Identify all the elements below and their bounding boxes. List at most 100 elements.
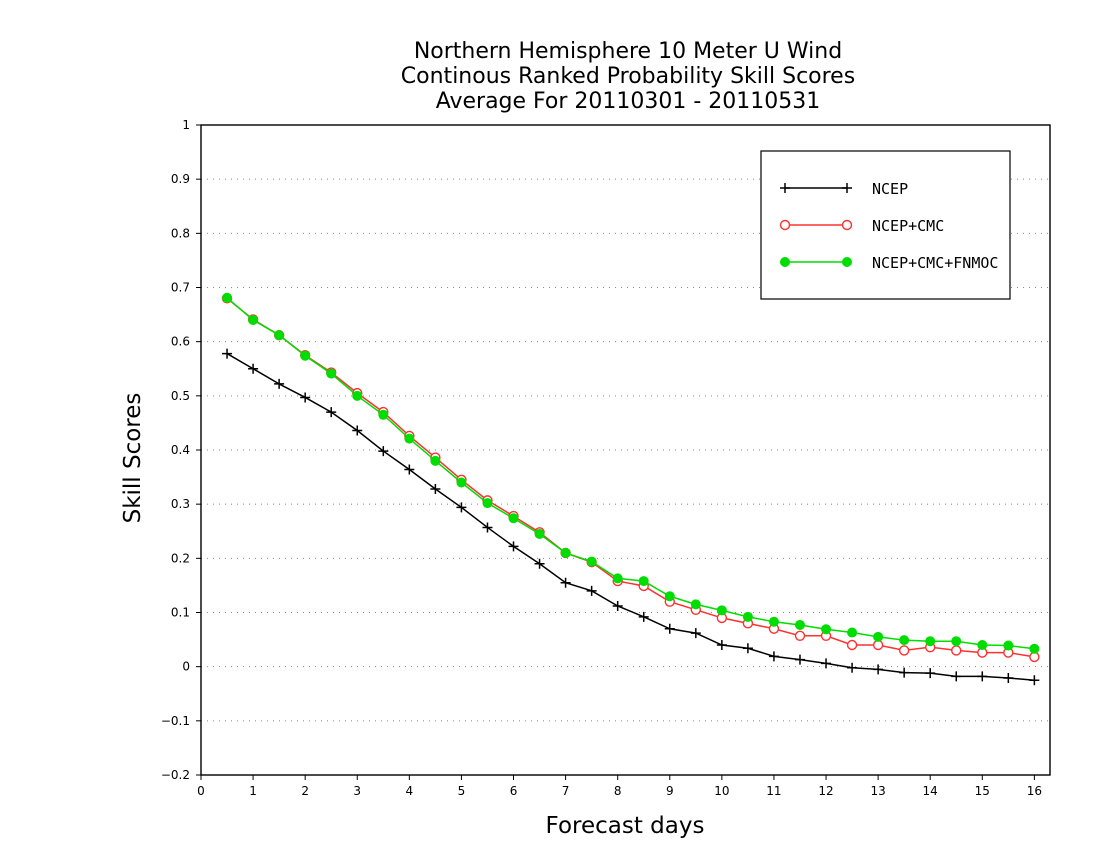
chart-title-line: Average For 20110301 - 20110531 (436, 89, 821, 114)
data-point (456, 502, 467, 513)
x-tick-label: 8 (614, 784, 622, 798)
data-point (977, 640, 988, 650)
data-point (508, 541, 519, 552)
data-point (248, 363, 259, 374)
x-tick-label: 9 (666, 784, 674, 798)
data-point (508, 513, 519, 524)
legend-label: NCEP (872, 180, 908, 198)
data-point (352, 390, 363, 401)
data-point (690, 599, 701, 610)
data-point (482, 498, 493, 509)
y-tick-label: 0.3 (171, 497, 190, 511)
data-point (222, 292, 233, 303)
data-point (780, 257, 790, 267)
data-point (638, 611, 649, 622)
data-point (586, 556, 597, 567)
data-point (378, 409, 389, 420)
data-point (794, 630, 806, 641)
data-point (846, 639, 858, 651)
data-point (951, 671, 962, 682)
data-point (842, 183, 852, 193)
x-tick-label: 4 (406, 784, 414, 798)
y-tick-label: −0.2 (161, 768, 190, 782)
legend: NCEP NCEP+CMC NCEP+CMC+FNMOC (760, 150, 1011, 300)
data-point (664, 591, 675, 602)
legend-label: NCEP+CMC (872, 217, 944, 235)
legend-item: NCEP+CMC+FNMOC (780, 254, 998, 272)
x-tick-label: 16 (1027, 784, 1042, 798)
data-point (300, 392, 311, 403)
data-point (456, 477, 467, 488)
y-tick-label: 0.1 (171, 606, 190, 620)
data-point (612, 573, 623, 584)
data-point (1003, 673, 1014, 684)
series-ncep (222, 348, 1040, 686)
plot-area-frame (200, 124, 1051, 776)
data-point (716, 605, 727, 616)
data-point (873, 631, 884, 642)
data-point (898, 645, 910, 656)
data-point (274, 378, 285, 389)
data-point (612, 601, 623, 611)
data-point (768, 616, 779, 627)
x-tick-label: 14 (923, 784, 938, 798)
series-line (226, 297, 1035, 658)
data-point (742, 643, 753, 654)
x-tick-label: 13 (870, 784, 885, 798)
data-point (951, 636, 962, 647)
x-axis-title: Forecast days (546, 813, 705, 839)
data-point (404, 433, 415, 444)
x-tick-label: 15 (975, 784, 990, 798)
x-tick-label: 0 (197, 784, 205, 798)
data-point (779, 219, 791, 231)
data-series (221, 292, 1040, 686)
data-point (430, 484, 441, 494)
x-tick-label: 11 (766, 784, 781, 798)
legend-label: NCEP+CMC+FNMOC (872, 254, 998, 272)
data-point (742, 611, 753, 622)
data-point (780, 183, 790, 193)
x-tick-label: 7 (562, 784, 570, 798)
data-point (534, 558, 545, 569)
data-point (378, 446, 389, 457)
chart-title-line: Continous Ranked Probability Skill Score… (401, 64, 855, 89)
x-tick-label: 6 (510, 784, 518, 798)
data-point (977, 671, 988, 682)
series-line (226, 352, 1035, 681)
data-point (534, 528, 545, 539)
data-point (951, 645, 962, 656)
data-point (768, 651, 779, 662)
y-tick-label: 0.6 (171, 335, 190, 349)
x-tick-label: 1 (249, 784, 257, 798)
data-point (560, 577, 571, 588)
data-point (664, 623, 675, 634)
y-tick-label: 1 (182, 118, 190, 132)
data-point (794, 654, 805, 665)
chart-title-line: Northern Hemisphere 10 Meter U Wind (414, 39, 842, 64)
x-tick-label: 12 (818, 784, 833, 798)
y-tick-label: 0.2 (171, 551, 190, 565)
y-tick-label: 0.8 (171, 226, 190, 240)
data-point (248, 315, 259, 325)
data-point (638, 576, 649, 587)
data-point (586, 585, 597, 596)
y-tick-label: 0.4 (171, 443, 190, 457)
data-point (847, 662, 858, 673)
data-point (925, 668, 936, 679)
series-ncep-cmc-fnmoc (222, 292, 1040, 654)
y-tick-label: 0.5 (171, 389, 190, 403)
data-point (821, 658, 832, 669)
data-point (690, 628, 701, 639)
data-point (716, 640, 727, 650)
data-point (821, 624, 832, 635)
x-tick-label: 3 (353, 784, 361, 798)
data-point (404, 464, 415, 475)
y-tick-label: 0.7 (171, 281, 190, 295)
x-tick-label: 2 (301, 784, 309, 798)
data-point (560, 547, 571, 558)
data-point (873, 664, 884, 675)
x-axis-ticks: 0 1 2 3 4 5 6 7 8 9 10 11 12 13 14 15 16 (197, 775, 1042, 798)
y-axis-title: Skill Scores (120, 393, 146, 524)
data-point (222, 348, 233, 359)
